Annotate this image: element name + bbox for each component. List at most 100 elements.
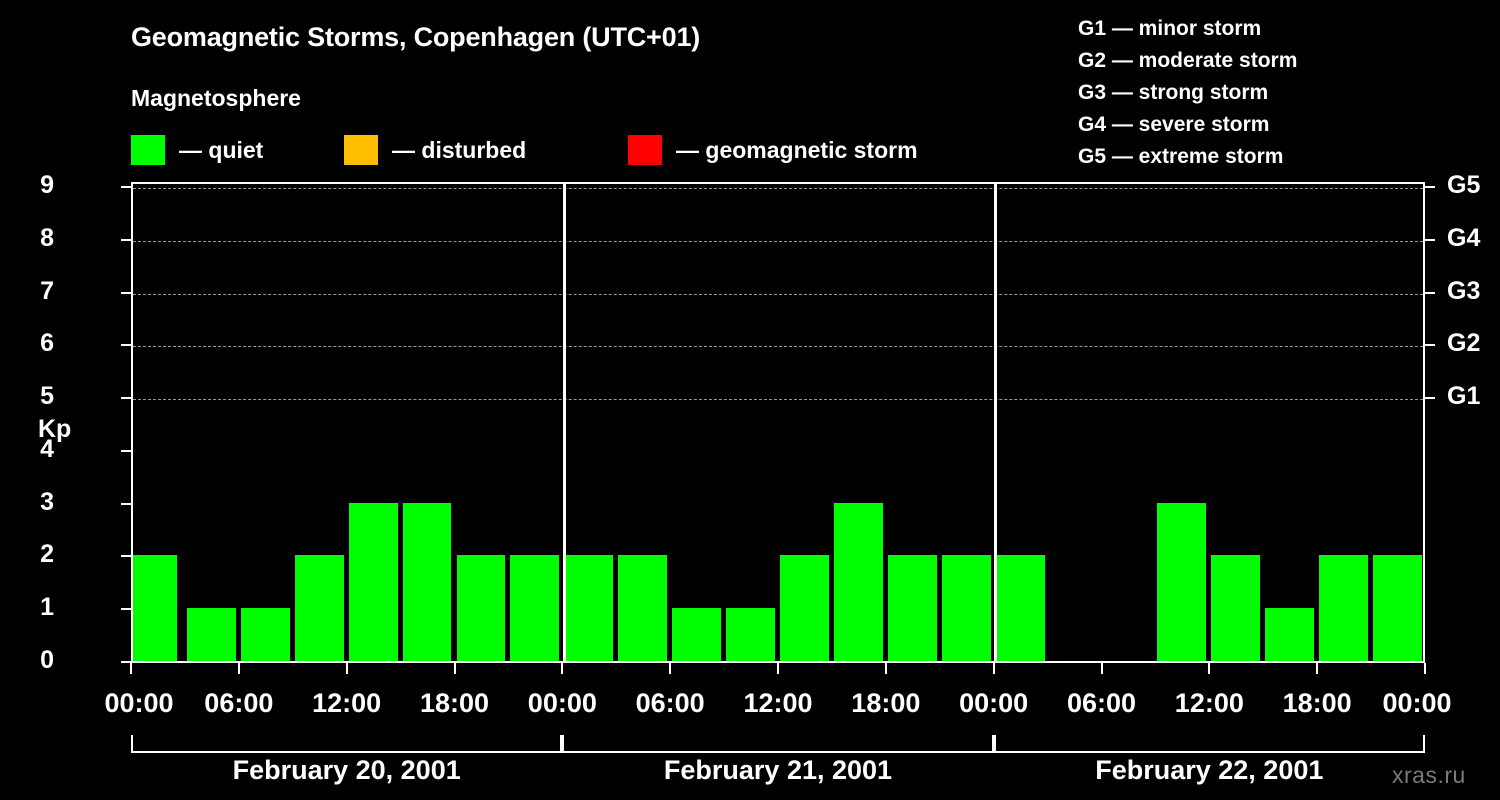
y-tick-label-0: 0	[40, 646, 54, 674]
bar-kp[interactable]	[564, 555, 614, 661]
page-title: Geomagnetic Storms, Copenhagen (UTC+01)	[131, 22, 701, 52]
x-tick-label-1: 06:00	[204, 688, 274, 718]
x-tick-label-4: 00:00	[527, 688, 597, 718]
x-tick-mark-7	[884, 663, 887, 674]
y-tick-mark-8	[121, 238, 132, 241]
y-tick-label-8: 8	[40, 223, 54, 252]
bar-kp[interactable]	[1157, 502, 1207, 661]
x-tick-mark-10	[1208, 663, 1211, 674]
y-tick-label-6: 6	[40, 329, 54, 358]
quiet-swatch	[131, 135, 165, 165]
bar-kp[interactable]	[402, 502, 452, 661]
gridline-kp-6	[133, 346, 1423, 348]
bar-kp[interactable]	[186, 608, 236, 661]
y-tick-label-4: 4	[40, 434, 54, 463]
y-tick-mark-7	[121, 291, 132, 294]
watermark: xras.ru	[1392, 762, 1466, 788]
y-tick-label-2: 2	[40, 540, 54, 569]
x-tick-label-7: 18:00	[851, 688, 921, 718]
x-tick-mark-9	[1100, 663, 1103, 674]
g-tick-mark-G1	[1424, 397, 1435, 400]
x-tick-label-0: 00:00	[104, 688, 174, 718]
legend-label: — quiet	[179, 136, 264, 163]
bar-kp[interactable]	[1373, 555, 1422, 661]
g-scale-row-1: G1 — minor storm	[1078, 17, 1262, 40]
x-tick-label-12: 00:00	[1382, 688, 1452, 718]
g-scale-row-2: G2 — moderate storm	[1078, 49, 1298, 72]
x-tick-mark-11	[1316, 663, 1319, 674]
day-label-2: February 21, 2001	[663, 755, 893, 785]
y-tick-label-1: 1	[40, 593, 54, 622]
bar-kp[interactable]	[133, 555, 177, 661]
bar-kp[interactable]	[240, 608, 290, 661]
disturbed-swatch	[344, 135, 378, 165]
x-tick-label-11: 18:00	[1282, 688, 1352, 718]
x-tick-mark-0	[130, 663, 132, 674]
y-tick-mark-6	[121, 344, 132, 347]
bar-kp[interactable]	[456, 555, 506, 661]
y-tick-mark-2	[121, 555, 132, 558]
g-scale-row-5: G5 — extreme storm	[1078, 145, 1284, 168]
plot-area	[131, 182, 1425, 663]
day-label-1: February 20, 2001	[232, 755, 461, 785]
g-tick-label-G4: G4	[1447, 223, 1481, 252]
gridline-kp-7	[133, 293, 1423, 295]
x-tick-mark-8	[992, 663, 995, 674]
bar-kp[interactable]	[1265, 608, 1315, 661]
g-scale-row-4: G4 — severe storm	[1078, 113, 1270, 136]
bar-kp[interactable]	[672, 608, 722, 661]
bar-kp[interactable]	[1211, 555, 1261, 661]
bar-kp[interactable]	[833, 502, 883, 661]
g-tick-label-G5: G5	[1447, 171, 1481, 199]
y-tick-mark-4	[121, 449, 132, 452]
x-tick-label-6: 12:00	[743, 688, 813, 718]
y-tick-mark-9	[121, 186, 132, 188]
bar-kp[interactable]	[510, 555, 560, 661]
legend-entry-2: — geomagnetic storm	[628, 133, 918, 167]
day-separator-2	[994, 184, 998, 661]
x-tick-label-2: 12:00	[312, 688, 382, 718]
day-bracket-2	[562, 735, 994, 753]
x-tick-mark-1	[237, 663, 240, 674]
g-tick-label-G3: G3	[1447, 276, 1481, 305]
g-tick-label-G2: G2	[1447, 329, 1481, 358]
y-tick-label-9: 9	[40, 171, 54, 199]
storm-swatch	[628, 135, 662, 165]
g-tick-mark-G4	[1424, 238, 1435, 241]
legend-label: — disturbed	[392, 136, 527, 163]
x-tick-mark-12	[1424, 663, 1426, 674]
bar-kp[interactable]	[941, 555, 991, 661]
g-tick-mark-G5	[1424, 186, 1435, 188]
g-scale-row-3: G3 — strong storm	[1078, 81, 1269, 104]
gridline-kp-8	[133, 240, 1423, 242]
y-axis-title: Kp	[38, 415, 72, 443]
x-tick-label-5: 06:00	[635, 688, 705, 718]
bar-kp[interactable]	[995, 555, 1045, 661]
bar-kp[interactable]	[887, 555, 937, 661]
day-separator-1	[562, 184, 566, 661]
day-bracket-3	[993, 735, 1425, 753]
bar-kp[interactable]	[726, 608, 775, 661]
y-tick-mark-1	[121, 608, 132, 611]
magnetosphere-heading: Magnetosphere	[131, 85, 301, 111]
y-tick-label-3: 3	[40, 487, 54, 516]
y-tick-label-5: 5	[40, 382, 54, 411]
bar-kp[interactable]	[348, 502, 398, 661]
gridline-kp-5	[133, 399, 1423, 401]
g-tick-label-G1: G1	[1447, 382, 1481, 411]
y-tick-mark-5	[121, 397, 132, 400]
bar-kp[interactable]	[294, 555, 344, 661]
bar-kp[interactable]	[1319, 555, 1369, 661]
x-tick-label-10: 12:00	[1174, 688, 1244, 718]
y-tick-mark-3	[121, 502, 132, 505]
g-tick-mark-G2	[1424, 344, 1435, 347]
y-tick-label-7: 7	[40, 276, 54, 305]
g-tick-mark-G3	[1424, 291, 1435, 294]
bar-kp[interactable]	[618, 555, 668, 661]
bar-kp[interactable]	[780, 555, 829, 661]
y-tick-mark-0	[121, 661, 132, 663]
g-scale-legend: G1 — minor storm G2 — moderate storm G3 — …	[1078, 13, 1297, 173]
legend-entry-0: — quiet	[131, 133, 263, 167]
x-tick-mark-4	[561, 663, 564, 674]
x-tick-mark-3	[453, 663, 456, 674]
